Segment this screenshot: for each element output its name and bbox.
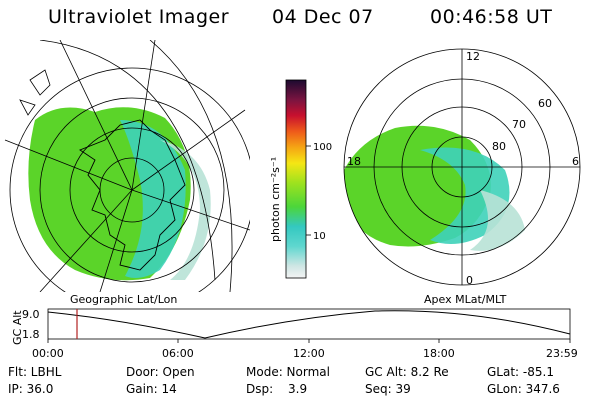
left-map-caption: Geographic Lat/Lon — [70, 293, 177, 306]
glat-status: GLat: -85.1 — [487, 365, 554, 379]
mlt-label-18: 18 — [347, 155, 361, 168]
filter-status: Flt: LBHL — [8, 365, 62, 379]
colorbar-unit-label: photon cm⁻²s⁻¹ — [269, 157, 282, 242]
altitude-xtick-1200: 12:00 — [293, 347, 325, 360]
coastline-outline — [79, 119, 186, 271]
mode-status: Mode: Normal — [246, 365, 330, 379]
time-label: 00:46:58 UT — [430, 6, 553, 28]
altitude-xtick-1800: 18:00 — [423, 347, 455, 360]
seq-status: Seq: 39 — [365, 382, 411, 396]
ip-status: IP: 36.0 — [8, 382, 54, 396]
mlat-label-80: 80 — [492, 140, 506, 153]
gain-status: Gain: 14 — [126, 382, 177, 396]
altitude-ylabel: GC Alt — [11, 310, 24, 345]
colorbar-tick-100: 100 — [313, 142, 332, 153]
dsp-status-value: 3.9 — [288, 382, 308, 396]
instrument-title: Ultraviolet Imager — [48, 6, 230, 28]
mlt-label-6: 6 — [572, 155, 579, 168]
mlat-label-60: 60 — [538, 97, 552, 110]
mlt-label-12: 12 — [466, 50, 480, 63]
altitude-ytick-high: 9.0 — [22, 308, 40, 321]
mlt-label-0: 0 — [466, 274, 473, 287]
mlat-label-70: 70 — [512, 118, 526, 131]
altitude-xtick-0600: 06:00 — [162, 347, 194, 360]
colorbar-tick-10: 10 — [313, 231, 326, 242]
dsp-status-label: Dsp: — [246, 382, 274, 396]
colorbar — [285, 79, 307, 279]
right-map-caption: Apex MLat/MLT — [424, 293, 507, 306]
altitude-xtick-0000: 00:00 — [32, 347, 64, 360]
altitude-ytick-low: 1.8 — [22, 328, 40, 341]
altitude-curve — [47, 310, 571, 339]
date-label: 04 Dec 07 — [272, 6, 374, 28]
gc-alt-status: GC Alt: 8.2 Re — [365, 365, 449, 379]
altitude-plot-frame — [47, 308, 571, 340]
door-status: Door: Open — [126, 365, 195, 379]
altitude-xtick-2359: 23:59 — [546, 347, 578, 360]
glon-status: GLon: 347.6 — [487, 382, 560, 396]
